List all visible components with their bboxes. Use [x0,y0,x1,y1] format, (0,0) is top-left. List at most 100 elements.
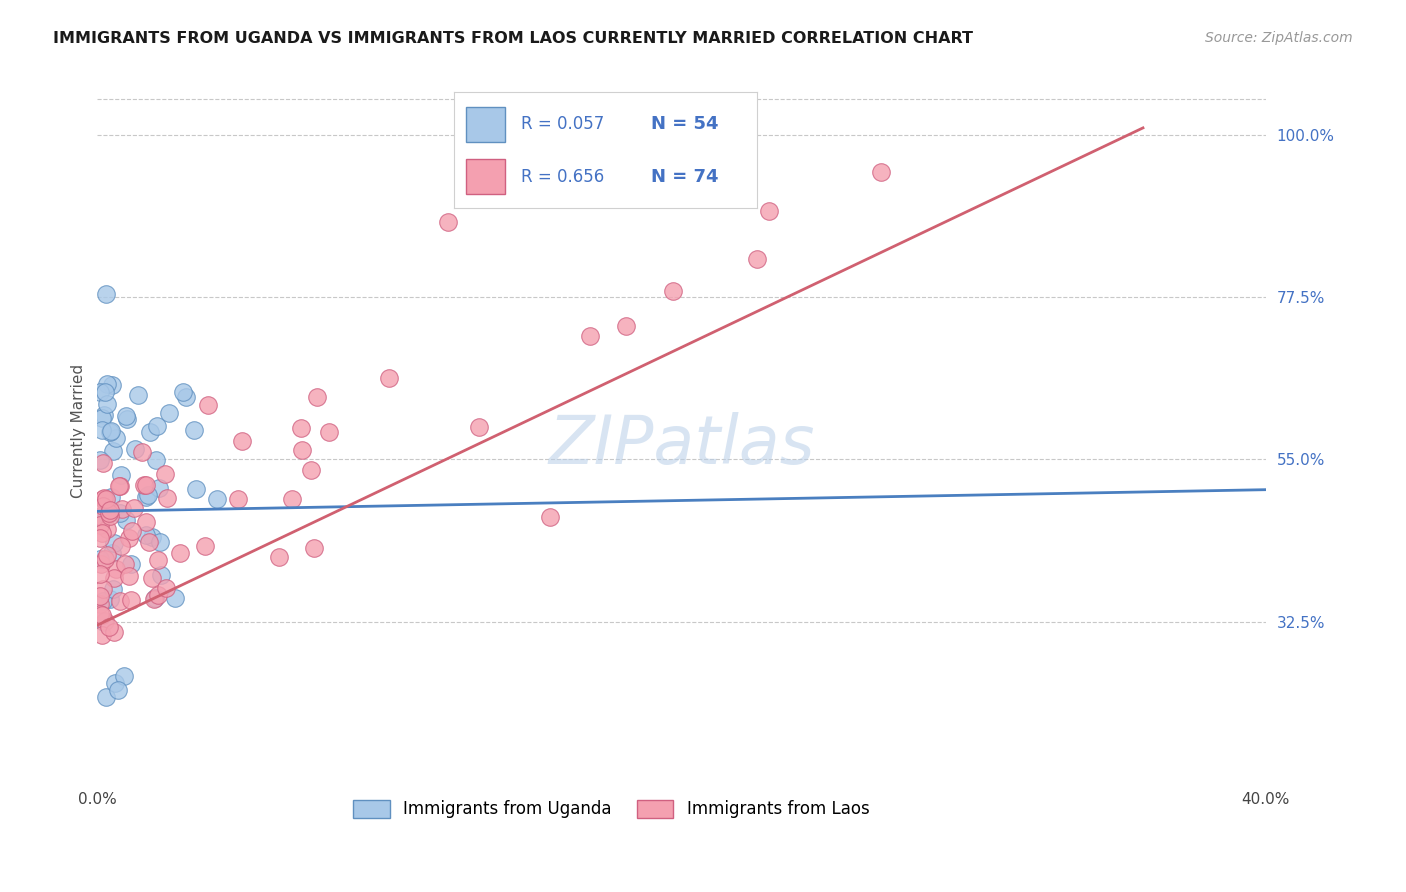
Point [148,588,170,602]
Point [93,409,115,423]
Point [579,329,602,343]
Point [107,683,129,698]
Point [662,285,685,299]
Point [378,371,401,385]
Point [98,503,121,517]
Point [156,491,179,505]
Point [145,419,167,434]
Point [169,546,191,560]
Point [110,468,132,483]
Point [112,668,135,682]
Point [155,582,177,596]
Legend: Immigrants from Uganda, Immigrants from Laos: Immigrants from Uganda, Immigrants from … [347,793,876,825]
Point [118,569,141,583]
Point [135,490,157,504]
Point [90,608,112,623]
Point [89,597,111,611]
Point [138,534,160,549]
Point [437,214,460,228]
Point [91,411,114,425]
Point [89,384,111,399]
Y-axis label: Currently Married: Currently Married [72,364,86,498]
Point [91,525,114,540]
Point [96,376,118,391]
Point [91,423,114,437]
Point [97,620,120,634]
Point [108,506,131,520]
Point [103,535,125,549]
Point [108,479,131,493]
Point [157,406,180,420]
Point [89,589,111,603]
Point [118,531,141,545]
Point [114,512,136,526]
Point [226,492,249,507]
Point [91,499,114,513]
Point [89,453,111,467]
Point [108,479,131,493]
Point [89,607,111,621]
Point [135,515,157,529]
Point [101,582,124,597]
Point [304,541,326,555]
Point [124,442,146,456]
Point [101,444,124,458]
Point [104,676,127,690]
Point [103,571,125,585]
Point [267,550,290,565]
Point [149,568,172,582]
Point [148,482,170,496]
Point [89,552,111,566]
Point [94,690,117,705]
Point [100,424,122,438]
Point [105,432,128,446]
Point [89,567,111,582]
Point [94,615,117,629]
Point [290,421,312,435]
Point [89,518,111,533]
Point [94,384,117,399]
Point [93,491,115,505]
Point [89,509,111,524]
Point [110,540,132,554]
Point [98,506,121,520]
Point [145,452,167,467]
Point [120,558,142,572]
Point [138,425,160,439]
Point [141,530,163,544]
Point [758,203,780,218]
Point [91,593,114,607]
Text: Source: ZipAtlas.com: Source: ZipAtlas.com [1205,31,1353,45]
Point [89,531,111,545]
Point [231,434,253,449]
Point [135,478,157,492]
Point [745,252,768,266]
Point [127,388,149,402]
Point [89,509,111,524]
Point [100,508,122,523]
Point [96,508,118,522]
Point [94,491,117,506]
Point [143,592,166,607]
Point [186,482,208,496]
Point [114,558,136,572]
Point [141,571,163,585]
Point [111,501,134,516]
Point [165,591,187,605]
Point [91,582,114,596]
Point [614,318,637,333]
Point [96,523,118,537]
Point [100,545,122,559]
Point [104,562,127,576]
Point [148,552,170,566]
Point [318,425,340,439]
Point [197,398,219,412]
Point [870,164,893,178]
Point [108,593,131,607]
Point [291,443,314,458]
Text: IMMIGRANTS FROM UGANDA VS IMMIGRANTS FROM LAOS CURRENTLY MARRIED CORRELATION CHA: IMMIGRANTS FROM UGANDA VS IMMIGRANTS FRO… [53,31,973,46]
Point [94,286,117,301]
Point [124,501,146,516]
Point [131,445,153,459]
Point [149,535,172,549]
